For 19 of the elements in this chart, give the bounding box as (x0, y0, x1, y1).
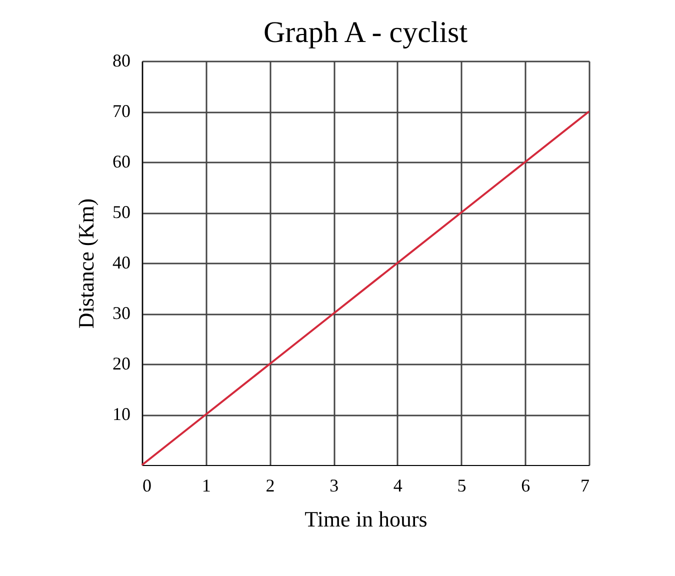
x-axis-title: Time in hours (304, 506, 428, 532)
x-tick-label: 4 (393, 476, 402, 496)
y-tick-label: 70 (112, 101, 130, 121)
y-tick-label: 80 (112, 50, 130, 70)
y-axis-title: Distance (Km) (74, 198, 98, 329)
y-tick-label: 40 (112, 252, 130, 272)
x-tick-label: 2 (266, 476, 275, 496)
x-tick-label: 0 (142, 476, 152, 496)
x-tick-label: 1 (202, 476, 211, 496)
x-tick-label: 7 (580, 476, 590, 496)
x-tick-label: 5 (457, 476, 466, 496)
y-tick-label: 30 (112, 303, 130, 323)
y-tick-label: 50 (112, 202, 130, 222)
y-tick-label: 20 (112, 354, 130, 374)
chart-title: Graph A - cyclist (263, 16, 468, 49)
y-tick-label: 10 (112, 404, 130, 424)
x-tick-label: 3 (330, 476, 339, 496)
y-tick-label: 60 (112, 152, 130, 172)
x-tick-label: 6 (521, 476, 530, 496)
